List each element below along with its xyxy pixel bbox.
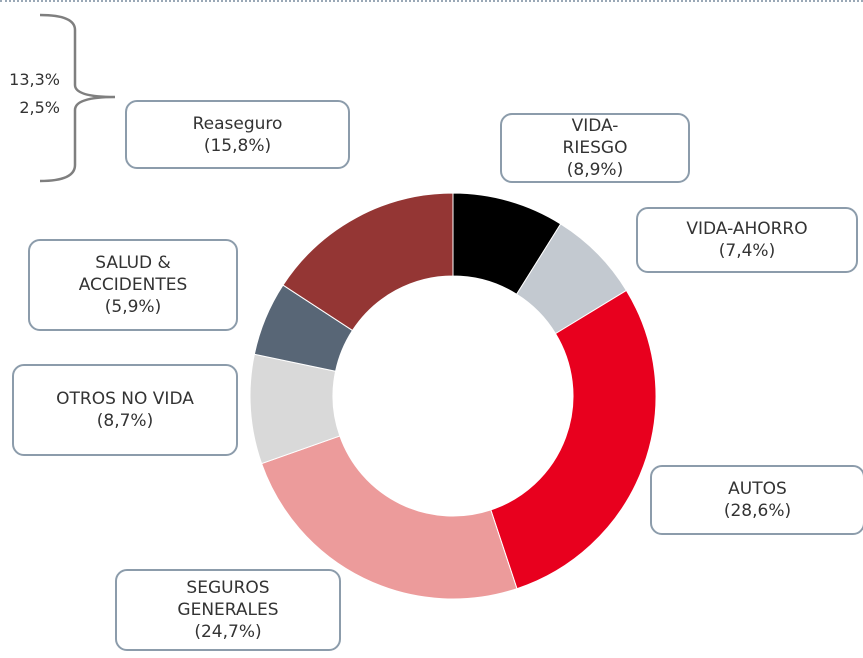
value-label: (28,6%) bbox=[723, 501, 792, 521]
value-label: (8,7%) bbox=[96, 411, 154, 431]
label-box: AUTOS (28,6%) bbox=[650, 465, 863, 535]
dotted-border bbox=[0, 0, 863, 2]
label-box: SEGUROS GENERALES (24,7%) bbox=[115, 569, 341, 651]
category-label: SALUD & ACCIDENTES bbox=[78, 253, 188, 295]
category-label: VIDA-AHORRO bbox=[686, 219, 808, 239]
annotation: 13,3% bbox=[9, 70, 60, 89]
donut-slice bbox=[490, 289, 657, 590]
category-label: OTROS NO VIDA bbox=[56, 389, 194, 409]
donut-slice bbox=[282, 192, 454, 332]
annotation: 2,5% bbox=[19, 98, 60, 117]
label-box: VIDA-RIESGO (8,9%) bbox=[500, 113, 690, 183]
category-label: VIDA-RIESGO bbox=[562, 116, 628, 158]
category-label: Reaseguro bbox=[192, 113, 283, 134]
label-box: SALUD & ACCIDENTES (5,9%) bbox=[28, 239, 238, 331]
donut-slice bbox=[260, 435, 518, 600]
label-box: Reaseguro (15,8%) bbox=[125, 100, 350, 169]
value-label: (7,4%) bbox=[718, 241, 776, 261]
label-box: VIDA-AHORRO (7,4%) bbox=[636, 207, 858, 273]
label-box: OTROS NO VIDA (8,7%) bbox=[12, 364, 238, 456]
value-label: (15,8%) bbox=[203, 135, 272, 156]
brace bbox=[39, 13, 116, 183]
value-label: (8,9%) bbox=[566, 160, 624, 180]
category-label: AUTOS bbox=[728, 479, 787, 499]
value-label: (5,9%) bbox=[104, 297, 162, 317]
category-label: SEGUROS GENERALES bbox=[177, 578, 279, 620]
value-label: (24,7%) bbox=[194, 622, 262, 642]
